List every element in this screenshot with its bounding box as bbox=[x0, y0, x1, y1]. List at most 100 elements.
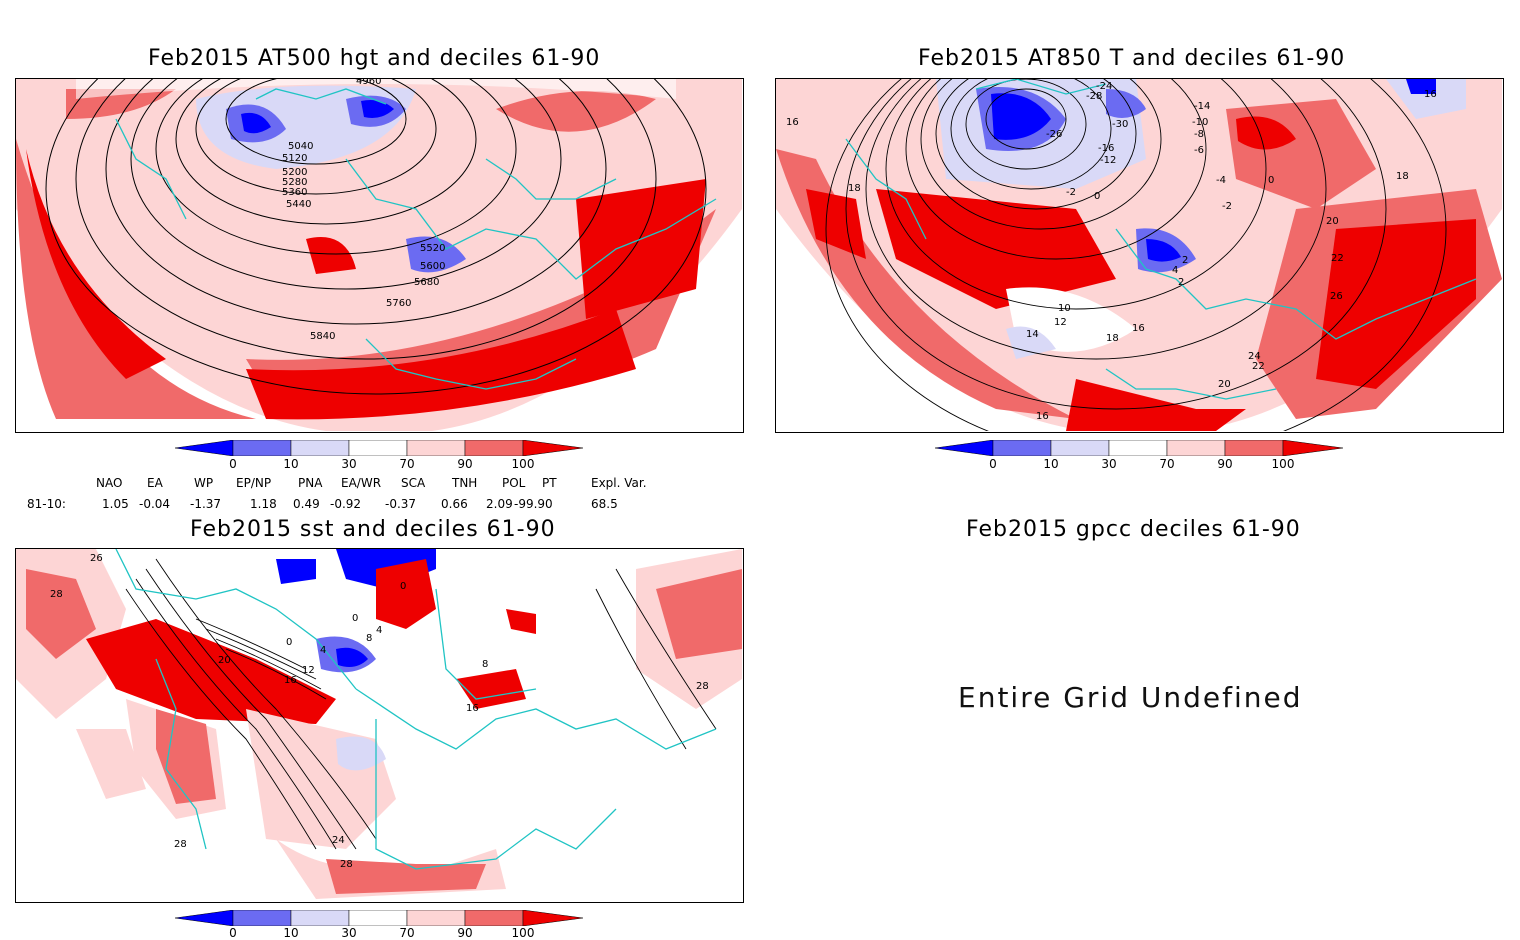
svg-text:-2: -2 bbox=[1066, 187, 1076, 198]
svg-text:28: 28 bbox=[174, 839, 187, 850]
svg-text:0: 0 bbox=[1094, 191, 1100, 202]
svg-text:5360: 5360 bbox=[282, 187, 307, 198]
svg-text:18: 18 bbox=[848, 183, 861, 194]
svg-text:0: 0 bbox=[286, 637, 292, 648]
index-name: SCA bbox=[401, 476, 426, 490]
undefined-grid-message: Entire Grid Undefined bbox=[958, 681, 1303, 714]
svg-text:20: 20 bbox=[1218, 379, 1231, 390]
index-value: 68.5 bbox=[591, 497, 618, 511]
svg-text:5520: 5520 bbox=[420, 243, 445, 254]
svg-text:16: 16 bbox=[1132, 323, 1145, 334]
map-panel-hgt500: 4960 5040 5120 5200 5280 5360 5440 5520 … bbox=[15, 78, 744, 433]
colorbar-label: 70 bbox=[399, 457, 415, 471]
colorbar-label: 30 bbox=[341, 457, 357, 471]
colorbar-label: 70 bbox=[1159, 457, 1175, 471]
colorbar-label: 90 bbox=[1217, 457, 1233, 471]
svg-text:22: 22 bbox=[1252, 361, 1265, 372]
svg-text:28: 28 bbox=[340, 859, 353, 870]
panel-title-gpcc: Feb2015 gpcc deciles 61-90 bbox=[966, 517, 1301, 542]
svg-text:2: 2 bbox=[1182, 255, 1188, 266]
index-value: 0.49 bbox=[293, 497, 320, 511]
svg-text:4: 4 bbox=[376, 625, 382, 636]
colorbar-label: 90 bbox=[457, 926, 473, 940]
svg-text:16: 16 bbox=[1424, 89, 1437, 100]
svg-text:-2: -2 bbox=[1222, 201, 1232, 212]
svg-text:-12: -12 bbox=[1100, 155, 1116, 166]
index-value: -1.37 bbox=[190, 497, 222, 511]
svg-text:2: 2 bbox=[1178, 277, 1184, 288]
svg-text:4: 4 bbox=[1172, 265, 1178, 276]
svg-text:-26: -26 bbox=[1046, 129, 1062, 140]
index-name: Expl. Var. bbox=[591, 476, 647, 490]
svg-text:16: 16 bbox=[466, 703, 479, 714]
svg-text:5760: 5760 bbox=[386, 298, 411, 309]
index-value: -0.92 bbox=[330, 497, 362, 511]
index-name: EP/NP bbox=[236, 476, 272, 490]
svg-text:28: 28 bbox=[696, 681, 709, 692]
index-value: -0.04 bbox=[139, 497, 171, 511]
svg-text:5120: 5120 bbox=[282, 153, 307, 164]
svg-text:5280: 5280 bbox=[282, 177, 307, 188]
svg-text:0: 0 bbox=[352, 613, 358, 624]
svg-text:4: 4 bbox=[320, 645, 326, 656]
svg-text:-14: -14 bbox=[1194, 101, 1210, 112]
colorbar-label: 30 bbox=[341, 926, 357, 940]
svg-text:24: 24 bbox=[1248, 351, 1261, 362]
colorbar-label: 100 bbox=[1271, 457, 1295, 471]
colorbar-label: 90 bbox=[457, 457, 473, 471]
index-name: NAO bbox=[96, 476, 123, 490]
index-name: TNH bbox=[452, 476, 478, 490]
colorbar-label: 0 bbox=[229, 457, 237, 471]
colorbar-label: 10 bbox=[1043, 457, 1059, 471]
svg-text:-4: -4 bbox=[1216, 175, 1226, 186]
svg-text:0: 0 bbox=[400, 581, 406, 592]
colorbar-label: 100 bbox=[511, 926, 535, 940]
colorbar-label: 10 bbox=[283, 926, 299, 940]
svg-text:16: 16 bbox=[284, 675, 297, 686]
svg-text:26: 26 bbox=[1330, 291, 1343, 302]
svg-text:5840: 5840 bbox=[310, 331, 335, 342]
index-value: 1.05 bbox=[102, 497, 129, 511]
panel-title-t850: Feb2015 AT850 T and deciles 61-90 bbox=[918, 46, 1346, 71]
index-value: 0.66 bbox=[441, 497, 468, 511]
svg-text:-6: -6 bbox=[1194, 145, 1204, 156]
svg-text:-16: -16 bbox=[1098, 143, 1114, 154]
svg-text:10: 10 bbox=[1058, 303, 1071, 314]
svg-text:5680: 5680 bbox=[414, 277, 439, 288]
svg-text:12: 12 bbox=[302, 665, 315, 676]
index-value: -99.90 bbox=[514, 497, 553, 511]
svg-text:20: 20 bbox=[218, 655, 231, 666]
panel-title-sst: Feb2015 sst and deciles 61-90 bbox=[190, 517, 556, 542]
svg-text:16: 16 bbox=[1036, 411, 1049, 422]
svg-text:5600: 5600 bbox=[420, 261, 445, 272]
svg-text:16: 16 bbox=[786, 117, 799, 128]
svg-text:20: 20 bbox=[1326, 216, 1339, 227]
index-value: 2.09 bbox=[486, 497, 513, 511]
colorbar-label: 0 bbox=[229, 926, 237, 940]
svg-text:4960: 4960 bbox=[356, 79, 381, 87]
svg-text:24: 24 bbox=[332, 835, 345, 846]
svg-text:-8: -8 bbox=[1194, 129, 1204, 140]
colorbar-label: 70 bbox=[399, 926, 415, 940]
svg-text:22: 22 bbox=[1331, 253, 1344, 264]
svg-text:8: 8 bbox=[366, 633, 372, 644]
svg-text:12: 12 bbox=[1054, 317, 1067, 328]
svg-text:8: 8 bbox=[482, 659, 488, 670]
colorbar-hgt500: 0 10 30 70 90 100 bbox=[174, 439, 585, 474]
svg-text:26: 26 bbox=[90, 553, 103, 564]
colorbar-t850: 0 10 30 70 90 100 bbox=[934, 439, 1345, 474]
svg-text:-10: -10 bbox=[1192, 117, 1208, 128]
index-name: PT bbox=[542, 476, 557, 490]
index-name: EA bbox=[147, 476, 163, 490]
svg-text:5200: 5200 bbox=[282, 167, 307, 178]
svg-text:0: 0 bbox=[1268, 175, 1274, 186]
svg-text:28: 28 bbox=[50, 589, 63, 600]
colorbar-label: 30 bbox=[1101, 457, 1117, 471]
colorbar-sst: 0 10 30 70 90 100 bbox=[174, 909, 585, 940]
teleconnection-indices: NAO EA WP EP/NP PNA EA/WR SCA TNH POL PT… bbox=[0, 474, 760, 514]
panel-title-hgt500: Feb2015 AT500 hgt and deciles 61-90 bbox=[148, 46, 601, 71]
map-panel-t850: -28 -26 -24 -30 -16 -12 -14 -10 -8 -6 -4… bbox=[775, 78, 1504, 433]
colorbar-label: 10 bbox=[283, 457, 299, 471]
index-name: PNA bbox=[298, 476, 323, 490]
svg-text:5440: 5440 bbox=[286, 199, 311, 210]
